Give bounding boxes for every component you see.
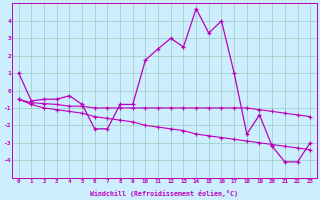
X-axis label: Windchill (Refroidissement éolien,°C): Windchill (Refroidissement éolien,°C) — [91, 190, 238, 197]
